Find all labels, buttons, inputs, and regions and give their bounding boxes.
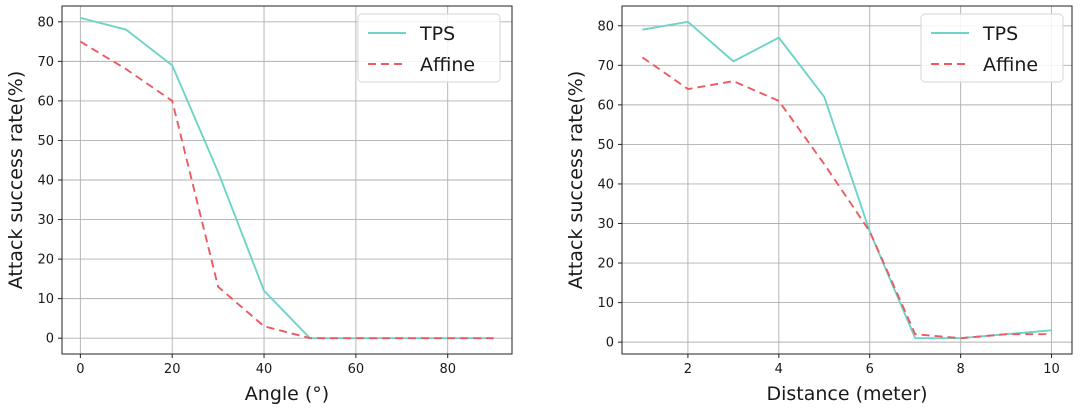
series-line-affine [79, 40, 494, 340]
y-tick-label: 10 [597, 296, 614, 311]
x-axis-label: Distance (meter) [766, 383, 927, 405]
legend: TPS Affine [357, 13, 501, 83]
y-tick-label: 0 [606, 336, 614, 351]
x-tick-label: 80 [439, 362, 456, 377]
chart-panel-1: 0 20 40 60 80 0 10 20 30 40 50 60 70 80 Angle (°) Attac… [5, 5, 513, 405]
y-tick-label: 60 [37, 94, 54, 109]
x-tick-label: 10 [1043, 362, 1060, 377]
x-tick-label: 60 [348, 362, 365, 377]
x-tick-label: 2 [684, 362, 692, 377]
legend-box [357, 13, 501, 83]
y-tick-label: 50 [597, 138, 614, 153]
x-tick-label: 4 [775, 362, 783, 377]
y-tick-label: 10 [37, 292, 54, 307]
y-tick-label: 30 [597, 217, 614, 232]
x-tick-label: 6 [866, 362, 874, 377]
x-tick-label: 20 [164, 362, 181, 377]
chart-panel-2: 2 4 6 8 10 0 10 20 30 40 50 60 70 80 Distance (meter) A… [565, 5, 1073, 405]
x-tick-label: 40 [256, 362, 273, 377]
y-tick-label: 80 [37, 15, 54, 30]
series-line-affine [641, 56, 1052, 340]
y-tick-label: 70 [597, 59, 614, 74]
legend: TPS Affine [920, 13, 1064, 83]
y-tick-label: 50 [37, 134, 54, 149]
y-tick-label: 40 [37, 174, 54, 189]
series-line-tps [642, 20, 1052, 340]
y-tick-label: 60 [597, 98, 614, 113]
y-tick-label: 70 [37, 55, 54, 70]
y-tick-label: 20 [597, 257, 614, 272]
y-axis-label: Attack success rate(%) [5, 71, 27, 290]
x-tick-label: 0 [76, 362, 84, 377]
y-tick-label: 40 [597, 177, 614, 192]
x-tick-label: 8 [956, 362, 964, 377]
y-axis-label: Attack success rate(%) [565, 71, 587, 290]
legend-label: TPS [419, 23, 455, 45]
y-tick-label: 80 [597, 19, 614, 34]
legend-label: TPS [982, 23, 1018, 45]
y-tick-label: 20 [37, 253, 54, 268]
y-tick-label: 0 [46, 332, 54, 347]
x-axis-label: Angle (°) [245, 383, 329, 405]
legend-label: Affine [983, 54, 1038, 76]
plot-frame [621, 5, 1073, 355]
legend-box [920, 13, 1064, 83]
legend-label: Affine [420, 54, 475, 76]
y-tick-label: 30 [37, 213, 54, 228]
